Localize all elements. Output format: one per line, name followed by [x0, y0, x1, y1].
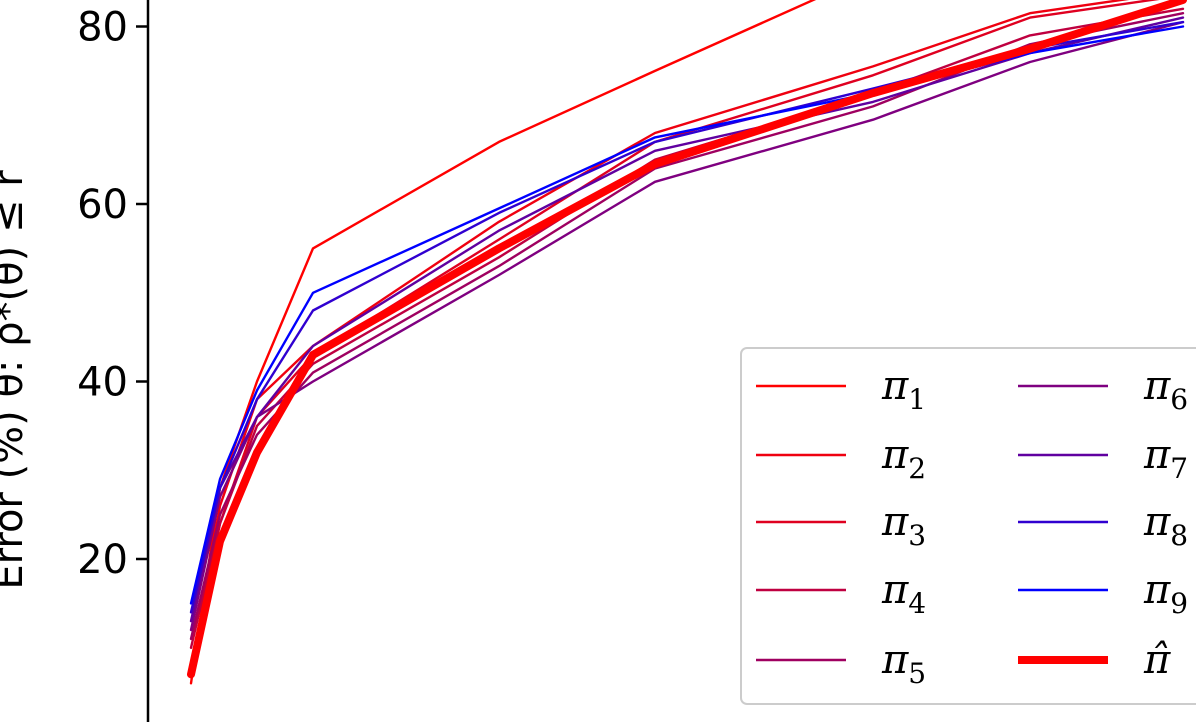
- series-line-π̂: [187, 0, 1187, 679]
- plot-area: [187, 0, 1187, 685]
- legend: π1 π2 π3 π4 π5 π6 π7 π8 π9 π̂: [740, 347, 1196, 705]
- series-line-π7: [189, 16, 1185, 623]
- legend-label: π6: [1143, 363, 1188, 416]
- y-axis-label: Error (%) θ: ρ*(θ) ≤ r: [0, 170, 32, 590]
- y-tick-label: 40: [77, 360, 128, 406]
- legend-label: π3: [881, 499, 926, 552]
- y-axis-label-group: Error (%) θ: ρ*(θ) ≤ r: [0, 170, 32, 590]
- legend-box: [740, 347, 1196, 705]
- legend-label: π8: [1143, 499, 1188, 552]
- legend-label: π9: [1143, 567, 1188, 620]
- legend-label: π2: [881, 432, 926, 485]
- y-ticks: 20 40 60 80: [77, 5, 148, 583]
- legend-label: π̂: [1143, 637, 1171, 683]
- series-line-π4: [189, 7, 1185, 649]
- series-line-π6: [189, 20, 1185, 632]
- legend-label: π1: [881, 363, 926, 416]
- legend-label: π5: [881, 637, 926, 690]
- legend-label: π7: [1143, 432, 1188, 485]
- y-tick-label: 20: [77, 537, 128, 583]
- y-tick-label: 60: [77, 182, 128, 228]
- legend-label: π4: [881, 567, 926, 620]
- y-tick-label: 80: [77, 5, 128, 51]
